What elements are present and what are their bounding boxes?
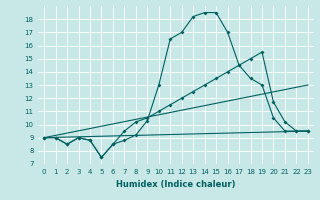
X-axis label: Humidex (Indice chaleur): Humidex (Indice chaleur) xyxy=(116,180,236,189)
